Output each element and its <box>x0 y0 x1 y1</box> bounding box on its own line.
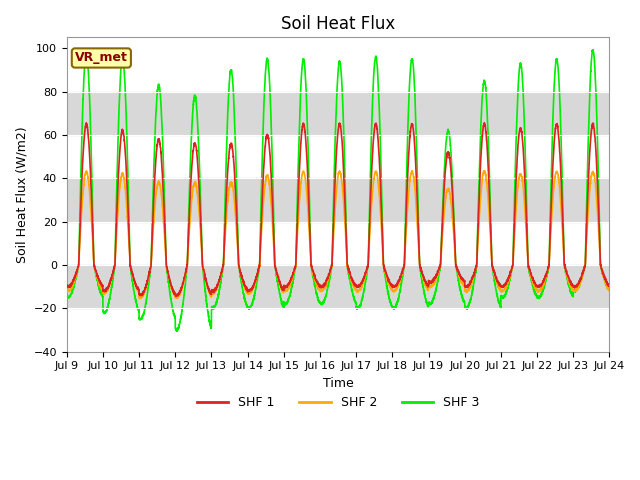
SHF 2 <box>318 288 326 294</box>
Bar <box>67 92 609 135</box>
SHF 2 <box>460 282 468 288</box>
SHF 3 <box>589 46 597 52</box>
SHF 3 <box>605 287 613 292</box>
SHF 3 <box>605 288 612 293</box>
SHF 2 <box>430 281 438 287</box>
SHF 3 <box>430 296 438 302</box>
SHF 1 <box>161 211 168 217</box>
SHF 2 <box>136 296 143 301</box>
Line: SHF 1: SHF 1 <box>67 123 609 296</box>
Line: SHF 2: SHF 2 <box>67 171 609 299</box>
X-axis label: Time: Time <box>323 377 353 390</box>
SHF 1 <box>460 277 467 283</box>
SHF 3 <box>173 328 181 334</box>
SHF 2 <box>161 230 168 236</box>
SHF 3 <box>491 278 499 284</box>
Text: VR_met: VR_met <box>75 51 128 64</box>
SHF 2 <box>605 288 613 294</box>
SHF 3 <box>161 190 168 196</box>
SHF 1 <box>318 284 326 289</box>
SHF 1 <box>63 282 70 288</box>
Line: SHF 3: SHF 3 <box>67 49 609 331</box>
SHF 2 <box>491 273 499 278</box>
SHF 2 <box>605 287 612 292</box>
SHF 1 <box>430 276 438 282</box>
SHF 3 <box>318 301 326 307</box>
Bar <box>67 178 609 222</box>
SHF 3 <box>63 294 70 300</box>
SHF 3 <box>460 298 467 303</box>
Legend: SHF 1, SHF 2, SHF 3: SHF 1, SHF 2, SHF 3 <box>191 391 484 414</box>
Bar <box>67 265 609 308</box>
SHF 1 <box>605 282 613 288</box>
SHF 2 <box>63 288 70 293</box>
SHF 1 <box>481 120 488 126</box>
SHF 1 <box>605 283 612 288</box>
SHF 1 <box>491 270 499 276</box>
SHF 1 <box>172 293 180 299</box>
SHF 2 <box>408 168 416 174</box>
Title: Soil Heat Flux: Soil Heat Flux <box>281 15 396 33</box>
Y-axis label: Soil Heat Flux (W/m2): Soil Heat Flux (W/m2) <box>15 126 28 263</box>
